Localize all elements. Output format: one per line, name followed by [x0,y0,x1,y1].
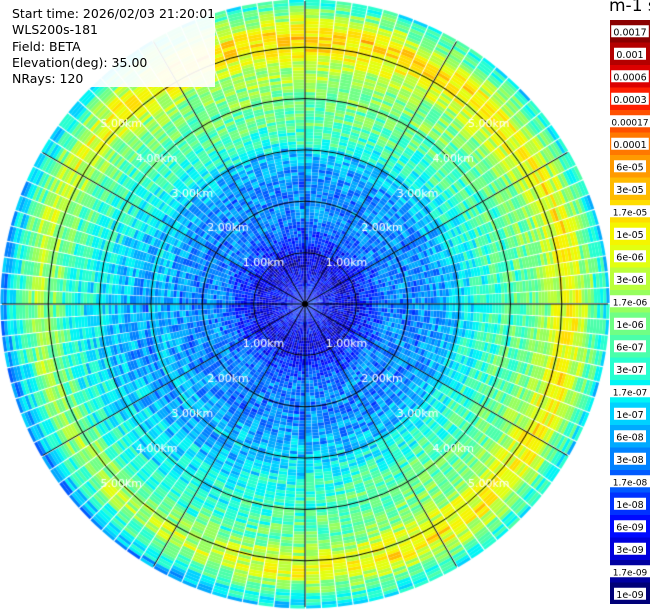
colorbar-label-bg [610,205,650,218]
start-time-label: Start time: 2026/02/03 21:20:01 [12,6,216,21]
colorbar-tick-label: 3e-08 [616,455,643,466]
colorbar-label-bg [610,565,650,578]
nrays-label: NRays: 120 [12,71,84,87]
instrument-label: WLS200s-181 [12,22,98,38]
colorbar-label-bg [611,137,649,150]
ppi-scan-plot [0,0,610,610]
colorbar-tick-label: 0.0003 [613,95,646,106]
colorbar-label-bg [614,520,646,533]
colorbar-label-bg [610,115,650,128]
colorbar-tick-label: 1e-09 [616,590,643,601]
colorbar-tick-label: 3e-06 [616,275,643,286]
colorbar-tick-label: 6e-06 [616,252,643,263]
colorbar-label-bg [614,497,646,510]
colorbar-tick-label: 1.7e-09 [613,568,648,578]
colorbar-label-bg [614,587,646,600]
colorbar-tick-label: 0.0006 [613,72,646,83]
colorbar-label-bg [614,317,646,330]
colorbar-title: m-1 sr-1 [609,0,650,16]
colorbar: 0.0017 0.001 0.0006 0.0003 0.00017 0.0001 6e-0… [610,20,650,604]
colorbar-label-bg [614,362,646,375]
colorbar-tick-label: 1e-06 [616,320,643,331]
scan-info-panel: Start time: 2026/02/03 21:20:01 WLS200s-… [12,6,216,88]
colorbar-label-bg [614,340,646,353]
colorbar-label-bg [614,47,646,60]
colorbar-tick-label: 1.7e-08 [613,478,648,488]
colorbar-label-bg [610,385,650,398]
colorbar-tick-label: 6e-08 [616,432,643,443]
colorbar-label-bg [614,227,646,240]
colorbar-tick-label: 1e-07 [616,410,643,421]
colorbar-label-bg [614,407,646,420]
colorbar-tick-label: 3e-09 [616,545,643,556]
field-label: Field: BETA [12,38,81,54]
colorbar-tick-label: 1.7e-07 [613,388,648,398]
colorbar-tick-label: 1e-08 [616,500,643,511]
colorbar-label-bg [614,272,646,285]
colorbar-tick-label: 0.0017 [613,27,646,38]
colorbar-tick-label: 6e-07 [616,342,643,353]
colorbar-label-bg [611,92,649,105]
colorbar-label-bg [614,452,646,465]
colorbar-tick-label: 0.0001 [613,140,646,151]
colorbar-tick-label: 1e-05 [616,230,643,241]
colorbar-label-bg [614,542,646,555]
colorbar-label-bg [614,250,646,263]
colorbar-tick-label: 6e-09 [616,522,643,533]
colorbar-tick-label: 0.001 [616,50,643,61]
colorbar-tick-label: 0.00017 [611,118,648,128]
colorbar-tick-label: 1.7e-06 [613,298,648,308]
colorbar-label-bg [614,182,646,195]
colorbar-label-bg [611,70,649,83]
colorbar-label-bg [610,475,650,488]
colorbar-label-bg [611,25,649,38]
colorbar-tick-label: 1.7e-05 [613,208,648,218]
colorbar-label-bg [614,430,646,443]
colorbar-tick-label: 3e-05 [616,185,643,196]
colorbar-label-bg [610,295,650,308]
elevation-label: Elevation(deg): 35.00 [12,54,148,70]
colorbar-tick-label: 3e-07 [616,365,643,376]
colorbar-tick-label: 6e-05 [616,162,643,173]
colorbar-label-bg [614,160,646,173]
